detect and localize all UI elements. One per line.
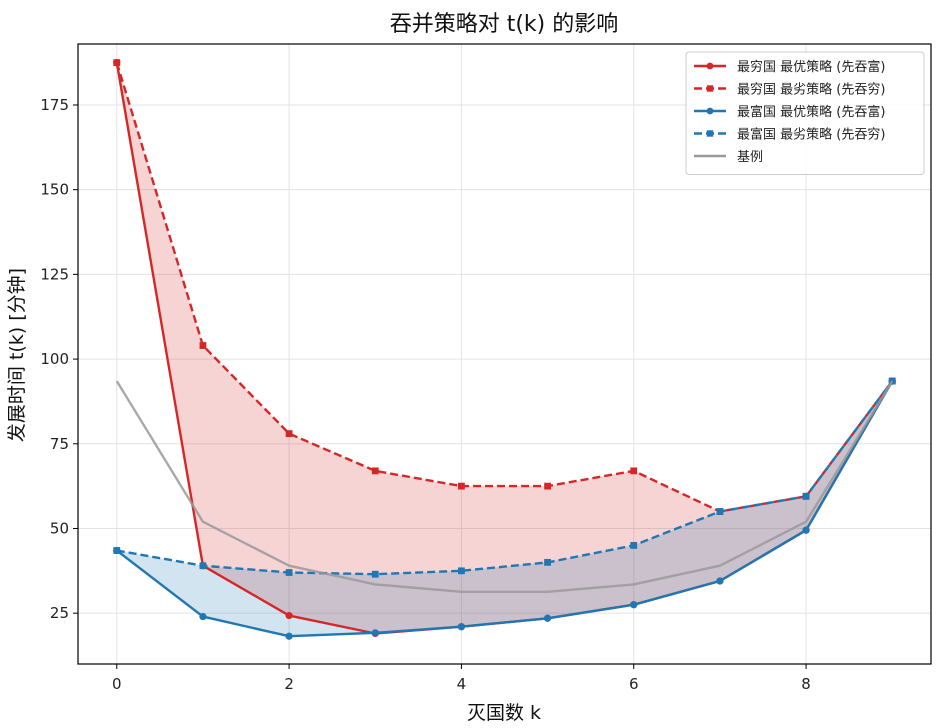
data-point <box>371 467 379 475</box>
legend-label: 基例 <box>737 150 763 165</box>
data-point <box>371 629 379 637</box>
data-point <box>802 526 810 534</box>
data-point <box>113 59 121 67</box>
data-point <box>458 567 465 575</box>
legend-marker <box>706 107 714 115</box>
y-tick-label: 175 <box>40 96 69 114</box>
legend-label: 最富国 最优策略 (先吞富) <box>737 104 885 120</box>
data-point <box>285 611 293 620</box>
y-tick-label: 75 <box>50 435 69 453</box>
series-line-3 <box>116 380 894 576</box>
data-point <box>285 632 293 640</box>
data-point <box>888 377 896 385</box>
data-point <box>630 601 638 609</box>
legend-marker <box>706 85 714 92</box>
grid <box>78 44 931 664</box>
data-point <box>716 577 724 585</box>
data-point <box>458 482 465 490</box>
legend: 最穷国 最优策略 (先吞富) 最穷国 最劣策略 (先吞穷) 最富国 最优策略 (先吞… <box>685 51 925 175</box>
y-tick-label: 150 <box>40 181 69 199</box>
data-point <box>630 542 638 549</box>
data-point <box>544 558 551 566</box>
legend-box <box>685 51 925 175</box>
y-tick-label: 125 <box>40 265 69 283</box>
data-point <box>802 492 810 500</box>
data-point <box>716 508 724 515</box>
y-tick-label: 25 <box>50 604 69 622</box>
data-point <box>371 570 379 578</box>
fill-area-1 <box>116 381 893 637</box>
legend-label: 最富国 最劣策略 (先吞穷) <box>737 127 885 143</box>
x-tick-label: 8 <box>801 675 811 693</box>
data-point <box>199 612 207 621</box>
y-tick-label: 50 <box>50 519 69 537</box>
legend-marker <box>706 62 714 70</box>
fill-areas <box>116 62 893 637</box>
data-point <box>113 547 121 554</box>
data-point <box>199 342 207 349</box>
x-tick-label: 2 <box>284 675 294 693</box>
fill-area-0 <box>116 62 893 634</box>
plot-frame <box>77 43 932 665</box>
legend-label: 最穷国 最优策略 (先吞富) <box>737 59 885 75</box>
y-tick-label: 100 <box>40 350 69 368</box>
data-point <box>543 614 552 622</box>
data-point <box>285 569 293 576</box>
data-point <box>285 430 293 438</box>
y-axis-label: 发展时间 t(k) [分钟] <box>6 268 28 442</box>
axis-ticks: 0 2 4 6 8 25 50 75 100 125 150 175 <box>40 96 810 693</box>
series-line-1 <box>115 62 894 513</box>
x-tick-label: 6 <box>629 675 639 693</box>
legend-label: 最穷国 最劣策略 (先吞穷) <box>737 82 885 98</box>
data-point <box>457 623 466 631</box>
data-point <box>544 482 551 490</box>
series-lines <box>113 59 896 640</box>
x-tick-label: 4 <box>457 675 467 693</box>
x-tick-label: 0 <box>112 675 122 693</box>
series-line-2 <box>116 380 894 638</box>
chart-title: 吞并策略对 t(k) 的影响 <box>390 12 619 37</box>
x-axis-label: 灭国数 k <box>467 702 541 724</box>
data-point <box>199 562 207 570</box>
legend-marker <box>706 130 714 137</box>
series-line-4 <box>115 380 894 593</box>
data-point <box>630 467 638 475</box>
